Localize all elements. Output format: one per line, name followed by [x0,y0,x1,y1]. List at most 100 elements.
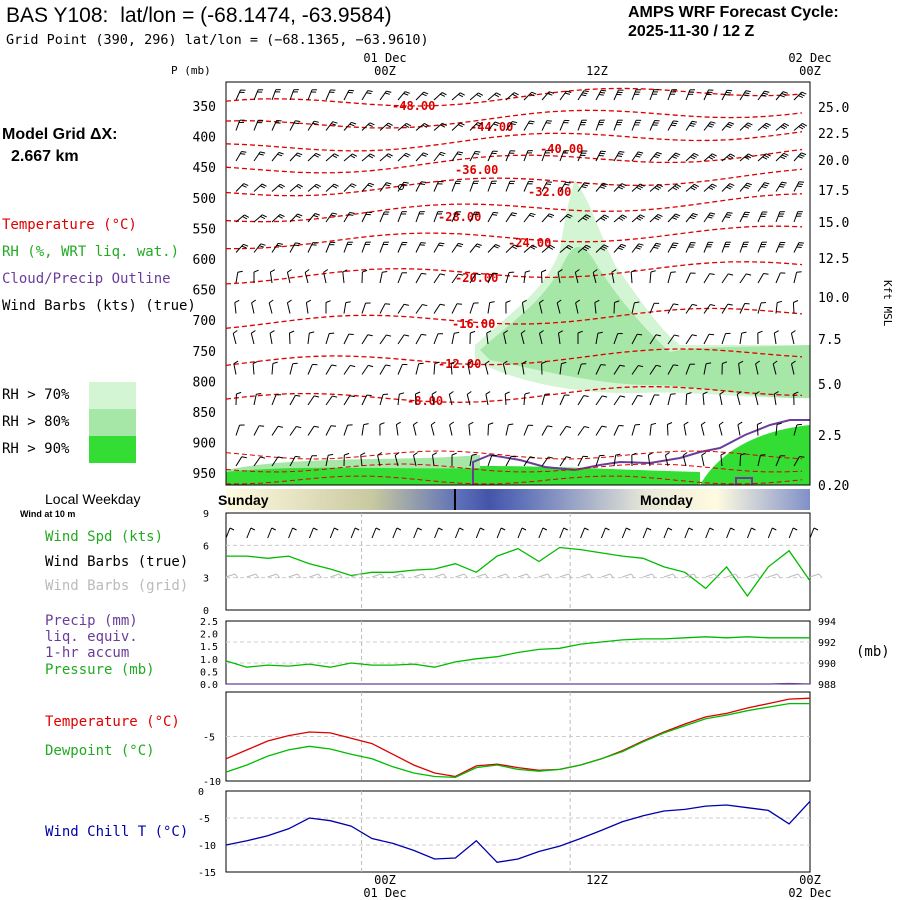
wind-barb [631,243,640,253]
wind-barb [361,394,368,406]
grid-wind-barb [517,573,528,578]
wind-barb-flag [524,392,530,395]
wind-barb-flag [764,124,770,128]
wind-barb [613,455,617,467]
wind-barb [613,151,620,162]
wind-barb [413,455,417,467]
wind-barb-flag [369,122,375,126]
wind-barb [793,424,798,436]
wind-barb-flag [802,122,808,127]
wind-barb-flag [639,183,645,187]
wind-barb [397,272,403,284]
wind-barb-flag [636,217,642,221]
wind-barb [521,363,525,375]
wind-barb-flag [799,154,805,157]
wind-barb-flag [657,213,663,218]
wind-barb [415,211,421,223]
wind-barb [685,183,695,192]
wind-barb [361,211,368,223]
wind-barb-flag [456,303,463,305]
wind-barb-flag [328,453,334,456]
wind-barb-flag [421,93,427,97]
surface-wind-barb-flag [313,527,318,531]
wind-barb-flag [701,421,706,426]
wind-barb-flag [277,242,284,245]
wind-barb-flag [581,186,587,189]
wind-barb [757,242,763,253]
wind-barb [559,245,569,253]
wind-barb-flag [582,217,588,221]
wind-barb [234,302,237,314]
wind-barb-flag [529,456,536,459]
wind-barb [433,304,441,314]
wind-barb [775,181,783,192]
wind-barb-flag [541,269,547,273]
wind-barb [523,150,529,162]
wind-barb [737,424,741,436]
wind-barb [451,211,457,223]
wind-barb [271,426,279,436]
wind-barb-flag [708,214,714,217]
wind-barb-flag [351,183,357,187]
wind-barb [394,455,399,467]
wind-barb [739,454,742,467]
wind-barb [685,242,692,253]
wind-barb [505,121,513,131]
wind-barb-flag [489,301,495,304]
wind-barb-flag [655,364,662,367]
wind-barb-flag [583,90,589,93]
wind-barb-flag [413,421,418,426]
wind-barb [667,120,674,131]
wind-barb [505,456,512,467]
wind-barb [253,456,261,467]
wind-barb-flag [315,152,321,156]
wind-barb-flag [736,391,742,395]
temperature-contour [225,193,803,223]
grid-wind-barb [267,573,277,578]
wind-barb-flag [494,93,500,98]
wind-barb-flag [529,93,535,97]
surface-wind-barb-flag [751,527,756,531]
wind-barb-flag [565,215,571,219]
station-latlon: lat/lon = (-68.1474, -63.9584) [120,4,392,27]
wind-barb-flag [475,123,481,127]
precip-liq-label: liq. equiv. [45,629,138,645]
surface-wind-barb [642,527,648,539]
wind-barb [379,122,389,131]
wind-barb-flag [584,246,590,250]
wind-barb [559,456,567,467]
wind-barb-flag [485,391,491,395]
wind-barb-flag [726,214,732,216]
wind-barb [433,333,439,345]
wind-barb-flag [654,187,660,191]
wind-barb-flag [503,330,509,334]
wind-barb-flag [640,214,645,218]
wind-barb [487,302,491,314]
wind-barb [451,273,459,284]
wind-barb [379,242,385,253]
pressure-tick: 950 [193,467,216,482]
wind-barb [577,395,585,406]
wind-barb [415,91,425,101]
wind-barb [449,424,453,436]
wind-barb-flag [413,452,418,456]
wind-barb-flag [295,455,301,458]
wind-barb-flag [419,244,425,246]
wind-barb-flag [233,360,239,365]
wind-barb [397,211,403,223]
wind-barb-flag [801,91,807,95]
wind-barb-flag [655,242,662,245]
wind-barb-flag [347,91,353,94]
wind-barb-flag [676,183,682,188]
wind-barb [505,92,515,101]
wind-barb [307,364,313,375]
wind-barb-flag [298,183,304,188]
wind-barb [325,364,333,375]
wind-barb-flag [672,187,678,191]
wind-barb [649,243,657,253]
wind-barb [415,273,422,284]
wind-barb-flag [456,244,462,248]
temperature-tick: -5 [203,733,215,744]
grid-wind-barb-flag [797,573,802,579]
wind-barb-flag [707,125,713,128]
